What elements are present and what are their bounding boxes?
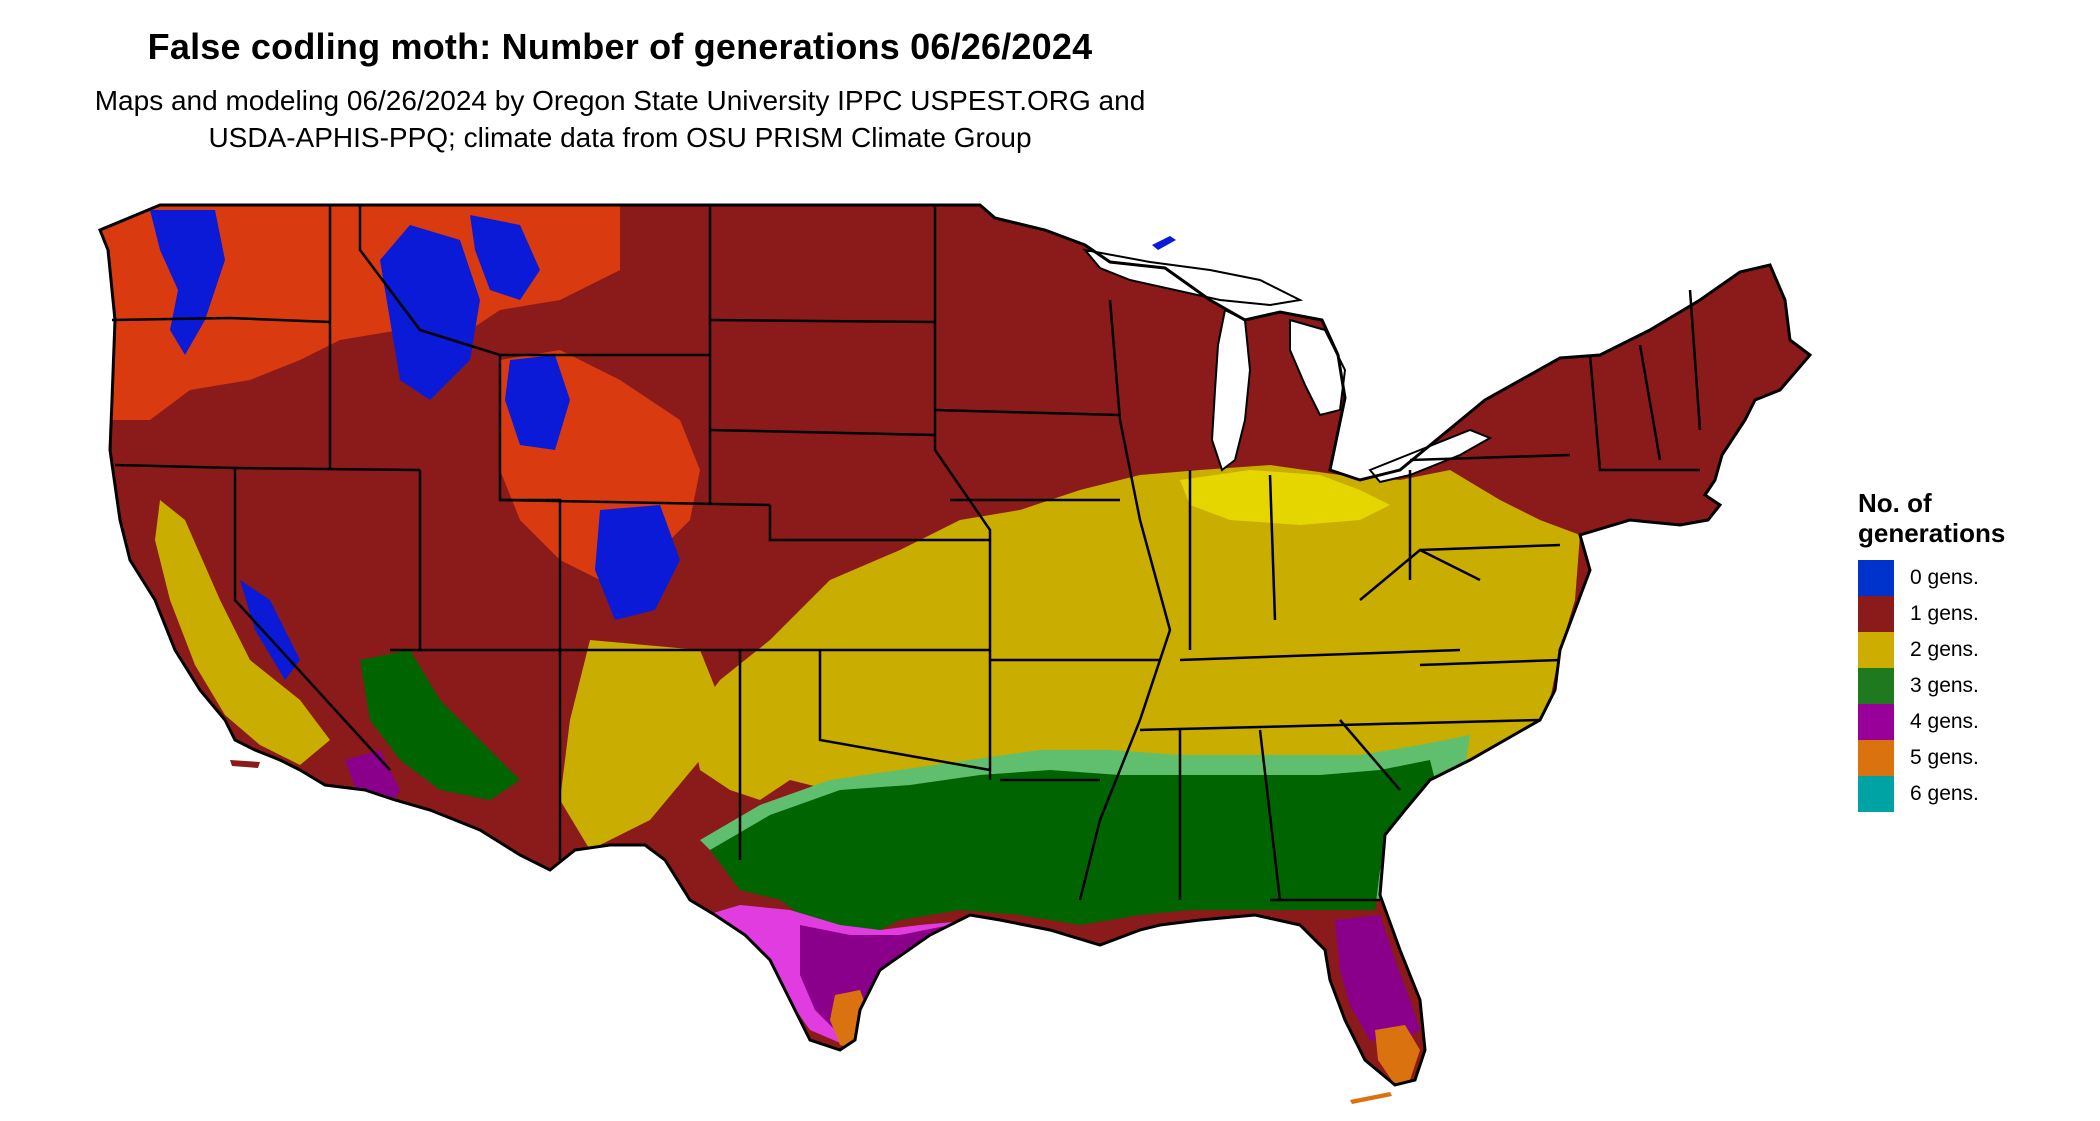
island-florida-keys — [1350, 1092, 1392, 1104]
boundary-new-england — [1588, 354, 1700, 472]
boundary-tn-south — [1139, 718, 1541, 732]
legend-label-5-gens: 5 gens. — [1910, 746, 1979, 769]
region-0gen-wyoming — [505, 355, 570, 450]
region-2gen-southwest — [560, 640, 720, 850]
boundary-sd-ne — [709, 428, 936, 437]
boundary-va-nc — [1419, 658, 1561, 667]
region-0gen-montana — [470, 215, 540, 300]
region-0gen-idaho — [380, 225, 480, 400]
legend-swatch-6-gens — [1858, 776, 1894, 812]
boundary-pa-md — [1419, 543, 1561, 552]
boundary-vt-nh — [1638, 344, 1662, 461]
island-channel-islands — [230, 760, 260, 768]
legend-swatch-0-gens — [1858, 560, 1894, 596]
legend-item-3-gens: 3 gens. — [1858, 668, 2078, 704]
boundary-nd-sd — [709, 318, 936, 324]
boundary-me-nh — [1688, 289, 1702, 431]
region-3gen-gulf — [710, 760, 1440, 940]
subtitle-line-1: Maps and modeling 06/26/2024 by Oregon S… — [94, 85, 1146, 116]
legend-item-2-gens: 2 gens. — [1858, 632, 2078, 668]
legend-label-4-gens: 4 gens. — [1910, 710, 1979, 733]
boundary-va-wv — [1359, 548, 1481, 601]
boundary-mississippi — [1078, 299, 1172, 901]
boundary-ky-tn — [1179, 648, 1461, 662]
map-fill-regions — [100, 205, 1580, 1085]
legend-title-line-2: generations — [1858, 518, 2006, 548]
legend-swatch-1-gens — [1858, 596, 1894, 632]
legend-item-4-gens: 4 gens. — [1858, 704, 2078, 740]
legend-item-1-gens: 1 gens. — [1858, 596, 2078, 632]
subtitle-line-2: USDA-APHIS-PPQ; climate data from OSU PR… — [208, 122, 1032, 153]
boundary-ne-ks — [768, 505, 990, 542]
legend-swatch-5-gens — [1858, 740, 1894, 776]
boundary-in-oh — [1268, 474, 1277, 621]
legend-swatch-4-gens — [1858, 704, 1894, 740]
boundary-wa-or — [111, 316, 331, 324]
region-2gen-midwest-bright — [1180, 470, 1390, 525]
boundary-al-ga — [1258, 729, 1282, 901]
boundary-montana-south — [358, 205, 710, 357]
legend-label-1-gens: 1 gens. — [1910, 602, 1979, 625]
map-title: False codling moth: Number of generation… — [147, 26, 1093, 67]
region-2gen-california — [155, 500, 330, 765]
island-michigan-area — [1152, 236, 1176, 250]
legend-item-6-gens: 6 gens. — [1858, 776, 2078, 812]
map-subtitle: Maps and modeling 06/26/2024 by Oregon S… — [0, 82, 1240, 156]
boundary-ca-nv — [233, 468, 391, 771]
boundary-ga-sc — [1339, 719, 1401, 791]
legend-swatch-3-gens — [1858, 668, 1894, 704]
legend-swatch-2-gens — [1858, 632, 1894, 668]
lake-michigan — [1210, 308, 1252, 472]
region-0gen-colorado — [595, 505, 680, 620]
state-boundaries — [111, 205, 1702, 902]
boundary-pa-ny — [1409, 453, 1571, 462]
legend-label-6-gens: 6 gens. — [1910, 782, 1979, 805]
region-4gen-florida — [1335, 915, 1420, 1045]
legend-title: No. of generations — [1858, 488, 2078, 548]
legend-label-2-gens: 2 gens. — [1910, 638, 1979, 661]
region-2gen-band — [690, 465, 1580, 800]
boundary-ok-tx — [818, 650, 991, 772]
region-0gen-cascades — [150, 210, 225, 355]
region-5gen-florida-tip — [1375, 1025, 1420, 1085]
boundary-mn-ia — [934, 408, 1121, 417]
legend-label-0-gens: 0 gens. — [1910, 566, 1979, 589]
legend-label-3-gens: 3 gens. — [1910, 674, 1979, 697]
boundary-wy-co — [499, 498, 771, 507]
legend-items: 0 gens. 1 gens. 2 gens. 3 gens. 4 gens. … — [1858, 560, 2078, 812]
legend: No. of generations 0 gens. 1 gens. 2 gen… — [1858, 488, 2078, 812]
legend-title-line-1: No. of — [1858, 488, 1932, 518]
legend-item-0-gens: 0 gens. — [1858, 560, 2078, 596]
legend-item-5-gens: 5 gens. — [1858, 740, 2078, 776]
boundary-plains-east — [933, 205, 992, 780]
region-3gen-arizona — [360, 650, 520, 800]
